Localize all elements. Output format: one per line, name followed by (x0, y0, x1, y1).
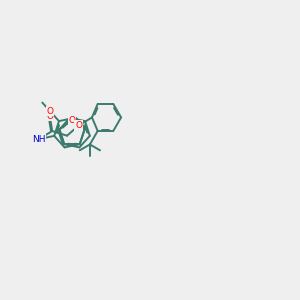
Text: O: O (46, 112, 53, 121)
Text: O: O (46, 107, 54, 116)
Text: O: O (68, 116, 76, 125)
Text: NH: NH (32, 135, 46, 144)
Text: O: O (75, 121, 82, 130)
